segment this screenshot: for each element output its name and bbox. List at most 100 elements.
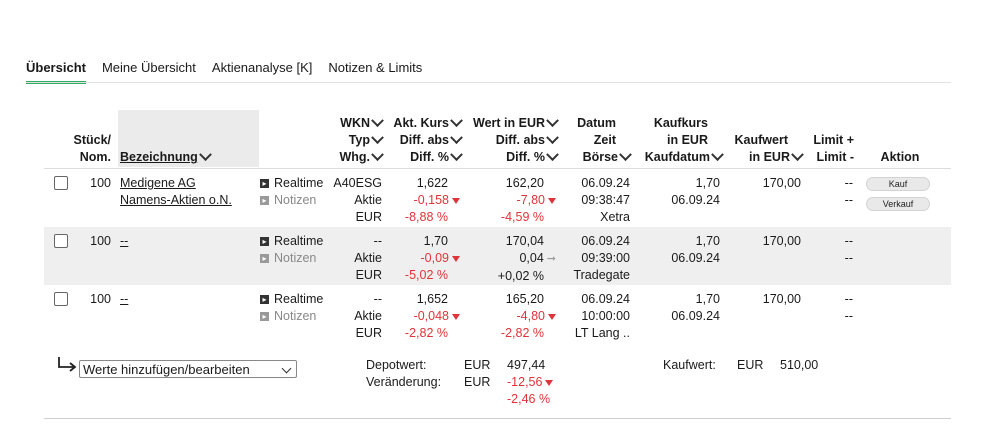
row-qty: 100 [90,176,111,190]
row-zeit: 09:39:00 [581,251,630,265]
row-kaufdatum: 06.09.24 [671,193,720,207]
chevron-right-icon: ▸ [260,312,269,322]
tab-aktienanalyse[interactable]: Aktienanalyse [K] [211,60,313,75]
veraenderung-pct: -2,46 % [507,392,551,406]
arrow-return-icon [58,357,77,372]
row-limit-plus: -- [844,234,853,248]
kauf-button[interactable]: Kauf [866,177,930,191]
tab-meine-uebersicht[interactable]: Meine Übersicht [101,60,196,75]
header-bezeichnung[interactable]: Bezeichnung [120,148,212,166]
header-kaufkurs-eur-label: in EUR [667,133,708,147]
header-wert[interactable]: Wert in EUR Diff. abs Diff. % [462,114,559,166]
notizen-link[interactable]: ▸ Notizen [260,250,323,267]
tab-uebersicht[interactable]: Übersicht [26,60,86,84]
row-name[interactable]: Medigene AG Namens-Aktien o.N. [120,175,232,209]
row-checkbox[interactable] [54,292,68,306]
row-wert: 162,20 [505,176,544,190]
header-limit-plus-label: Limit + [813,133,854,147]
header-nom-label: Nom. [79,150,111,164]
header-highlight [118,110,259,167]
header-kaufwert-label: Kaufwert [734,133,788,147]
arrow-down-icon [548,197,556,204]
row-limit-block: -- -- [820,291,853,325]
row-wkn: A40ESG [333,176,382,190]
notizen-link[interactable]: ▸ Notizen [260,192,323,209]
header-aktion: Aktion [880,150,920,164]
header-kaufwert[interactable]: Kaufwert in EUR [722,132,804,166]
realtime-link[interactable]: ▸ Realtime [260,175,323,192]
realtime-link[interactable]: ▸ Realtime [260,291,323,308]
header-datum-label: Datum [577,116,616,130]
row-checkbox[interactable] [54,176,68,190]
row-wert: 170,04 [505,234,544,248]
notizen-label: Notizen [274,251,317,265]
chevron-right-icon: ▸ [260,295,269,305]
row-wkn: -- [373,234,382,248]
verkauf-button[interactable]: Verkauf [866,197,930,211]
row-qty: 100 [90,234,111,248]
chevron-right-icon: ▸ [260,254,269,264]
row-limit-block: -- -- [820,233,853,267]
row-name-line2[interactable]: Namens-Aktien o.N. [120,193,232,207]
row-kaufkurs: 1,70 [695,176,720,190]
row-wert-pct: -4,59 % [500,210,544,224]
chevron-down-icon [371,114,384,128]
notizen-link[interactable]: ▸ Notizen [260,308,323,325]
chevron-down-icon [198,148,212,162]
realtime-link[interactable]: ▸ Realtime [260,233,323,250]
header-stueck-label: Stück/ [73,133,111,147]
realtime-label: Realtime [274,176,324,190]
header-kaufkurs-label: Kaufkurs [653,116,708,130]
tab-notizen-limits[interactable]: Notizen & Limits [328,60,423,75]
row-name-line1[interactable]: Medigene AG [120,176,196,190]
header-datum[interactable]: Datum Zeit Börse [558,115,632,166]
row-limit-minus: -- [844,251,853,265]
chevron-down-icon [450,131,463,145]
depot-currencies: EUR EUR [464,357,490,391]
header-kaufkurs[interactable]: Kaufkurs in EUR Kaufdatum [630,115,724,166]
header-divider [44,168,951,169]
row-kaufkurs: 1,70 [695,292,720,306]
row-boerse: LT Lang .. [574,326,630,340]
row-links: ▸ Realtime ▸ Notizen [260,233,323,267]
header-wkn[interactable]: WKN Typ Whg. [318,114,384,166]
row-kaufkurs-block: 1,70 06.09.24 [650,175,720,209]
chevron-down-icon [371,148,384,162]
header-wert-diff-abs-label: Diff. abs [495,133,545,147]
notizen-label: Notizen [274,193,317,207]
header-akt-kurs-label: Akt. Kurs [393,116,449,130]
chevron-down-icon [450,148,463,162]
depot-values: 497,44 -12,56 -2,46 % [507,357,554,408]
header-kurs[interactable]: Akt. Kurs Diff. abs Diff. % [383,114,463,166]
werte-select[interactable]: Werte hinzufügen/bearbeiten [79,360,297,378]
row-links: ▸ Realtime ▸ Notizen [260,291,323,325]
row-wert-pct: +0,02 % [497,269,544,283]
total-kaufwert-value: 510,00 [780,358,819,372]
chevron-down-icon [546,131,559,145]
arrow-down-icon [545,379,554,386]
row-kurs: 1,652 [416,292,448,306]
row-name[interactable]: -- [120,292,129,306]
tab-bar: Übersicht Meine Übersicht Aktienanalyse … [26,60,422,84]
header-stueck[interactable]: Stück/ Nom. [58,132,111,166]
row-links: ▸ Realtime ▸ Notizen [260,175,323,209]
row-kaufkurs-block: 1,70 06.09.24 [650,233,720,267]
row-whg: EUR [355,268,382,282]
header-limit: Limit + Limit - [800,132,854,166]
row-datum: 06.09.24 [581,292,630,306]
row-whg: EUR [355,326,382,340]
werte-select-label: Werte hinzufügen/bearbeiten [83,362,250,377]
row-datum: 06.09.24 [581,234,630,248]
row-kurs: 1,622 [416,176,448,190]
row-checkbox[interactable] [54,234,68,248]
header-limit-minus-label: Limit - [816,150,855,164]
depot-labels: Depotwert: Veränderung: [366,357,441,391]
row-wkn-block: -- Aktie EUR [322,291,382,342]
header-kaufdatum-label: Kaufdatum [644,150,710,164]
row-wert-pct: -2,82 % [500,326,544,340]
row-kurs-diff: -0,09 [420,251,450,265]
row-name[interactable]: -- [120,234,129,248]
chevron-down-icon [546,148,559,162]
notizen-label: Notizen [274,309,317,323]
header-whg-label: Whg. [339,150,370,164]
